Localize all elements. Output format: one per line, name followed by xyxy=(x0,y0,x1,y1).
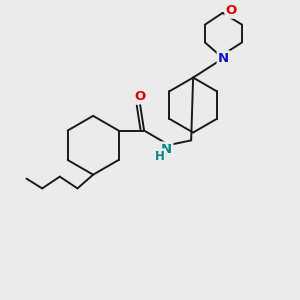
Text: O: O xyxy=(226,4,237,17)
Text: O: O xyxy=(226,4,237,17)
Text: H: H xyxy=(155,150,165,163)
Text: N: N xyxy=(161,143,172,156)
Text: O: O xyxy=(135,90,146,103)
Text: N: N xyxy=(161,143,172,156)
Text: H: H xyxy=(155,150,164,163)
Text: N: N xyxy=(218,52,229,64)
Text: O: O xyxy=(135,90,146,103)
Text: N: N xyxy=(218,52,229,64)
